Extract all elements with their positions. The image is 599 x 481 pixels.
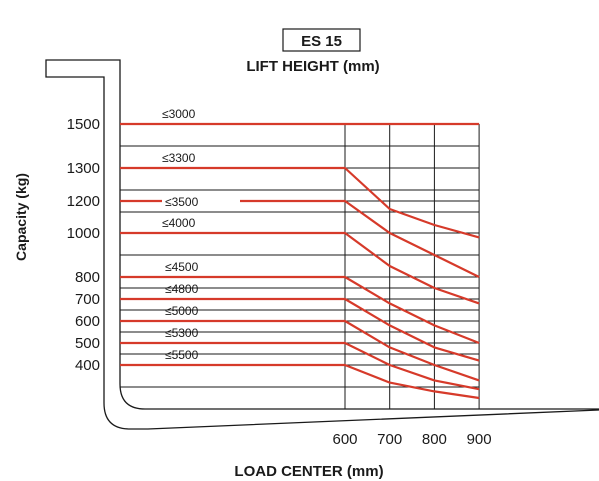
y-tick-label: 1000 bbox=[67, 225, 100, 242]
y-tick-label: 800 bbox=[75, 269, 100, 286]
x-axis-label: LOAD CENTER (mm) bbox=[234, 463, 383, 480]
lift-height-label: ≤3500 bbox=[165, 195, 199, 209]
capacity-curve bbox=[120, 231, 480, 305]
y-tick-label: 700 bbox=[75, 291, 100, 308]
lift-height-label: ≤4800 bbox=[165, 282, 199, 296]
lift-height-label: ≤5500 bbox=[165, 348, 199, 362]
lift-height-label: ≤5000 bbox=[165, 304, 199, 318]
y-tick-label: 600 bbox=[75, 313, 100, 330]
capacity-curve bbox=[120, 275, 480, 345]
lift-height-label: ≤5300 bbox=[165, 326, 199, 340]
capacity-curve bbox=[120, 297, 480, 362]
capacity-curve bbox=[120, 341, 480, 391]
fork-outline bbox=[45, 59, 599, 430]
capacity-curve bbox=[120, 363, 480, 400]
lift-height-label: ≤4500 bbox=[165, 260, 199, 274]
x-tick-label: 900 bbox=[467, 431, 492, 448]
lift-height-label: ≤4000 bbox=[162, 216, 196, 230]
capacity-curve bbox=[120, 199, 480, 278]
lift-height-labels: ≤3000 ≤3300 ≤3500 ≤4000 ≤4500 ≤4800 ≤5000 ≤5300… bbox=[162, 107, 240, 362]
capacity-curve bbox=[120, 319, 480, 382]
y-tick-label: 400 bbox=[75, 357, 100, 374]
x-tick-label: 800 bbox=[422, 431, 447, 448]
model-box bbox=[282, 28, 361, 52]
y-tick-label: 1200 bbox=[67, 193, 100, 210]
model-label: ES 15 bbox=[301, 33, 342, 50]
x-tick-label: 700 bbox=[377, 431, 402, 448]
lift-height-label: ≤3000 bbox=[162, 107, 196, 121]
chart-title: LIFT HEIGHT (mm) bbox=[246, 58, 379, 75]
y-axis-ticks: 1500 1300 1200 1000 800 700 600 500 400 bbox=[67, 116, 100, 374]
lift-height-label: ≤3300 bbox=[162, 151, 196, 165]
y-axis-label: Capacity (kg) bbox=[13, 173, 29, 261]
y-tick-label: 1300 bbox=[67, 160, 100, 177]
capacity-curve bbox=[120, 166, 480, 239]
x-axis-ticks: 600 700 800 900 bbox=[332, 431, 491, 448]
label-background bbox=[162, 193, 240, 208]
y-tick-label: 500 bbox=[75, 335, 100, 352]
y-tick-label: 1500 bbox=[67, 116, 100, 133]
x-tick-label: 600 bbox=[332, 431, 357, 448]
capacity-curves bbox=[120, 122, 480, 400]
